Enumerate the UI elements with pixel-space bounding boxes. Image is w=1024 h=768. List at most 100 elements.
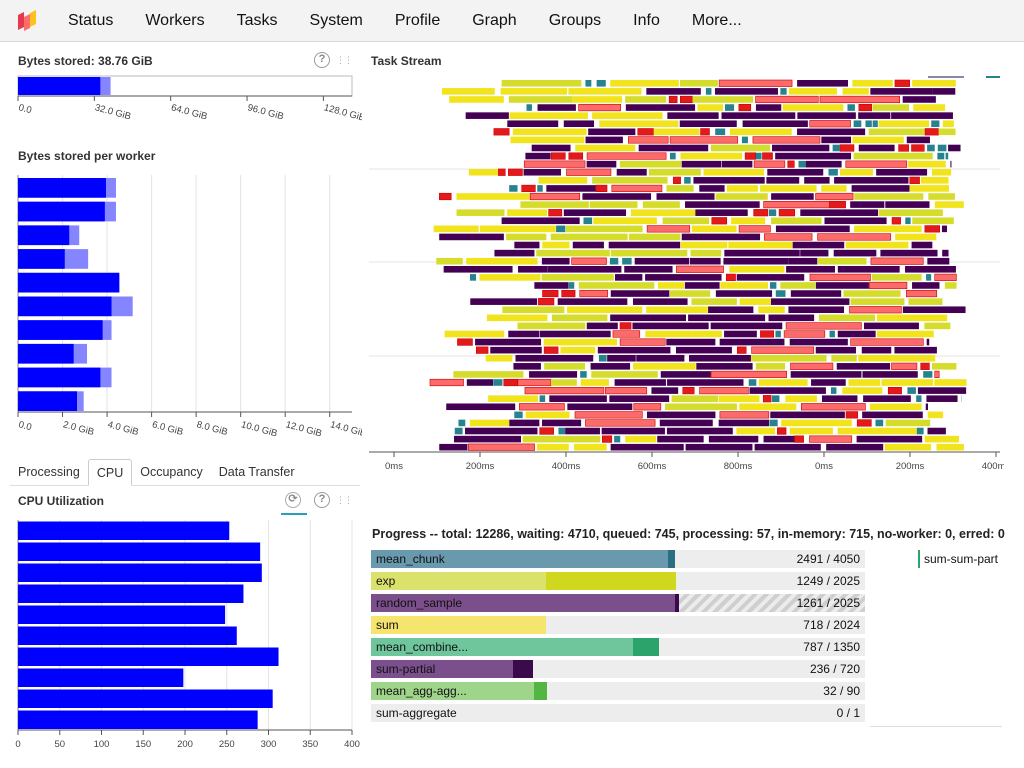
task-bar (563, 120, 595, 128)
x-tick-label: 200ms (896, 461, 925, 472)
cpu-bar (18, 521, 230, 540)
nav-more-link[interactable]: More... (691, 12, 742, 29)
task-bar (583, 217, 593, 225)
nav-workers-link[interactable]: Workers (145, 12, 205, 29)
task-bar (763, 201, 830, 209)
nav-info-link[interactable]: Info (633, 12, 660, 29)
nav-groups-link[interactable]: Groups (548, 12, 602, 29)
task-bar (726, 185, 758, 192)
task-bar (755, 363, 786, 370)
task-bar (885, 201, 930, 208)
cpu-bar (18, 626, 237, 645)
x-tick-label: 150 (135, 739, 151, 750)
task-bar (610, 314, 687, 322)
task-bar (541, 274, 614, 281)
task-bar (845, 160, 908, 168)
task-bar (648, 168, 701, 176)
task-bar (697, 104, 724, 111)
task-bar (851, 185, 910, 192)
help-icon[interactable]: ? (314, 52, 330, 68)
task-bar (666, 185, 694, 192)
tab-occupancy[interactable]: Occupancy (140, 465, 203, 479)
task-bar (715, 290, 773, 297)
task-bar (905, 266, 956, 273)
task-bar (828, 168, 838, 176)
x-tick-label: 64.0 GiB (170, 102, 209, 122)
task-bar (875, 419, 884, 427)
x-tick-label: 400ms (982, 461, 1004, 472)
task-bar (691, 298, 737, 305)
task-bar (739, 403, 797, 411)
task-bar (551, 314, 608, 322)
reset-icon[interactable]: ⟳ (285, 492, 301, 508)
task-bar (738, 225, 771, 233)
task-bar (924, 128, 939, 136)
nav-profile-link[interactable]: Profile (394, 12, 441, 29)
task-bar (681, 233, 761, 241)
task-bar (658, 282, 685, 289)
task-bar (601, 427, 665, 435)
task-bar (927, 411, 944, 419)
task-count: 1249 / 2025 (796, 574, 860, 588)
help-icon[interactable]: ? (314, 492, 330, 508)
task-bar (493, 379, 503, 386)
task-bar (542, 289, 559, 298)
tab-cpu[interactable]: CPU (87, 459, 133, 486)
task-bar (503, 378, 518, 387)
task-bar (466, 379, 494, 386)
drag-handle-icon[interactable]: ⋮⋮ (336, 55, 353, 65)
task-bar (550, 152, 566, 160)
task-bar (755, 104, 782, 111)
task-bar (783, 330, 826, 338)
nav-system-link[interactable]: System (309, 12, 363, 29)
task-bar (720, 282, 768, 289)
task-bar (513, 363, 541, 370)
drag-handle-icon[interactable]: ⋮⋮ (336, 495, 353, 505)
x-tick-label: 0ms (815, 461, 833, 472)
task-bar (539, 395, 546, 402)
nav-graph-link[interactable]: Graph (472, 12, 517, 29)
task-bar (714, 88, 778, 95)
task-bar (653, 128, 700, 136)
task-bar (760, 185, 817, 192)
task-bar (646, 306, 708, 314)
x-tick-label: 100 (94, 739, 110, 750)
task-bar (832, 144, 840, 152)
task-bar (610, 290, 670, 297)
task-bar (494, 249, 535, 257)
task-bar (986, 76, 1000, 78)
task-bar (934, 379, 967, 386)
task-bar (829, 330, 835, 338)
x-tick-label: 0ms (385, 461, 403, 472)
task-bar (909, 176, 920, 184)
task-bar (630, 209, 696, 216)
task-bar (693, 177, 765, 184)
task-bar (490, 346, 542, 354)
tab-data-transfer[interactable]: Data Transfer (218, 465, 295, 479)
task-bar (444, 330, 505, 338)
tab-processing[interactable]: Processing (18, 465, 80, 479)
task-bar (692, 330, 722, 338)
task-bar (566, 168, 612, 176)
task-bar (811, 379, 846, 386)
task-count: 2491 / 4050 (796, 552, 860, 566)
bytes-stored-title: Bytes stored: 38.76 GiB (18, 54, 153, 68)
task-bar (906, 136, 930, 144)
dask-logo-icon[interactable] (15, 9, 39, 33)
cpu-bar (18, 689, 273, 708)
task-bar (574, 411, 643, 419)
task-bar (585, 136, 623, 144)
task-bar (619, 160, 682, 168)
task-bar (475, 346, 489, 354)
task-bar (470, 298, 538, 305)
task-bar (780, 88, 787, 95)
task-stream-chart: 0ms 200ms 400ms 600ms 800ms 0ms 200ms 400ms (369, 76, 1004, 472)
nav-tasks-link[interactable]: Tasks (236, 12, 278, 29)
task-count: 0 / 1 (836, 706, 860, 720)
progress-row: mean_combine... 787 / 1350 (371, 638, 865, 656)
task-bar (845, 241, 909, 249)
task-bar (755, 152, 762, 160)
task-bar (739, 298, 771, 305)
task-bar (572, 96, 623, 103)
nav-status-link[interactable]: Status (68, 12, 114, 29)
